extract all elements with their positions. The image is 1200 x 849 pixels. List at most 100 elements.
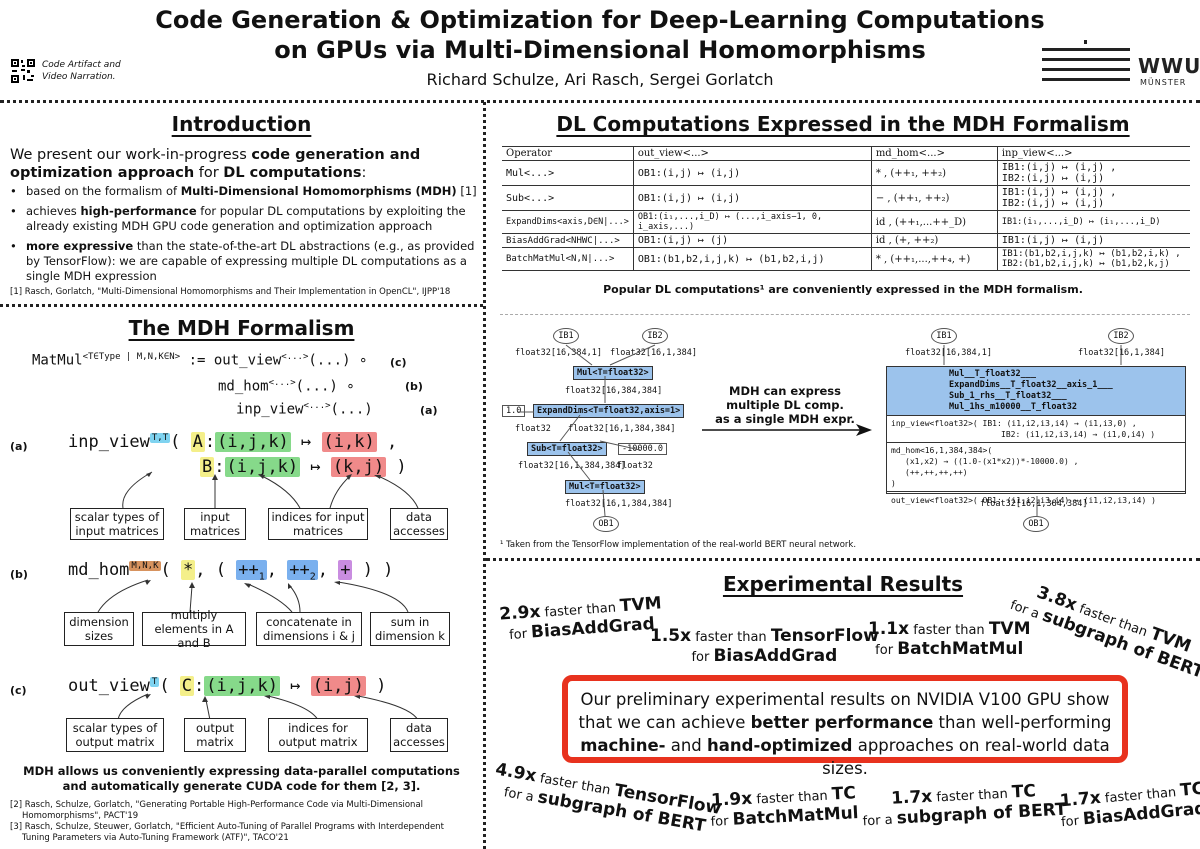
md-hom-formula: md_hom M,N,K( *, ( ++1, ++2, + ) ) [68, 560, 394, 583]
table-cell-out: OB1:(i,j) ↦ (i,j) [632, 160, 872, 186]
results-summary-line3: machine- and hand-optimized approaches o… [580, 736, 1110, 778]
table-header: md_hom<...> [870, 146, 998, 161]
result-7: 1.7x faster than TC for a subgraph of BE… [862, 781, 1068, 830]
exp-title: Experimental Results [722, 572, 964, 596]
label-box-c-2: output matrix [184, 718, 246, 752]
table-cell-hom: * , (++₁, ++₂) [870, 160, 998, 186]
table-cell-out: OB1:(i,j) ↦ (j) [632, 233, 872, 248]
graph-edges-left [518, 344, 656, 517]
matmul-def-line1: MatMul<T∈Type | M,N,K∈N> := out_view<...… [32, 352, 368, 369]
label-box-b-1: dimension sizes [64, 612, 134, 646]
graph-node-ob1: OB1 [593, 516, 619, 532]
label-c: (c) [10, 684, 27, 697]
intro-bullets: • based on the formalism of Multi-Dimensi… [10, 184, 478, 284]
table-cell-operator: Sub<...> [502, 185, 634, 211]
label-box-a-2: input matrices [184, 508, 246, 540]
label-a: (a) [10, 440, 28, 453]
graph-type-1: float32[16,384,1] [515, 348, 602, 358]
results-summary-line2: that we can achieve better performance t… [578, 713, 1112, 732]
intro-lead-bold2: DL computations [223, 165, 362, 181]
fused-node-header: Mul__T_float32___ ExpandDims__T_float32__… [887, 367, 1185, 416]
label-box-a-4: data accesses [390, 508, 448, 540]
arrows-c [117, 693, 419, 721]
fused-node: Mul__T_float32___ ExpandDims__T_float32__… [886, 366, 1186, 505]
table-cell-inp: IB1:(b1,b2,i,j,k) ↦ (b1,b2,i,k) , IB2:(b1… [996, 247, 1190, 271]
graph-type-right-1: float32[16,384,1] [905, 348, 992, 358]
graph-node-mul: Mul<T=float32> [573, 366, 653, 380]
table-cell-hom: * , (++₁,...,++₄, +) [870, 247, 998, 271]
reference-1: [1] Rasch, Gorlatch, "Multi-Dimensional … [10, 287, 451, 297]
qr-caption-2: Video Narration. [42, 72, 116, 82]
graph-node-expanddims: ExpandDims<T=float32,axis=1> [533, 404, 685, 418]
graph-type-2: float32[16,1,384] [610, 348, 697, 358]
intro-bullet-2: • achieves high-performance for popular D… [10, 204, 466, 233]
table-header: out_view<...> [632, 146, 872, 161]
label-a-top: (a) [420, 404, 438, 417]
intro-bullet-1: • based on the formalism of Multi-Dimensi… [10, 184, 477, 198]
result-1: 2.9x faster than TVM for BiasAddGrad [498, 593, 663, 644]
dl-dash-divider [500, 314, 1190, 315]
graph-node-ib2-right: IB2 [1108, 328, 1134, 344]
graph-type-8: float32[16,1,384,384] [565, 499, 673, 509]
inp-view-formula-2: B: (i,j,k) ↦ (k,j) ) [200, 457, 407, 477]
result-6: 1.9x faster than TC for BatchMatMul [710, 783, 860, 830]
arrows-b [97, 579, 409, 613]
poster-title-line2: on GPUs via Multi-Dimensional Homomorphi… [274, 36, 926, 64]
label-box-a-1: scalar types of input matrices [70, 508, 164, 540]
label-box-c-1: scalar types of output matrix [66, 718, 164, 752]
graph-node-ib1: IB1 [553, 328, 579, 344]
table-header: inp_view<...> [996, 146, 1190, 161]
graph-type-7: float32 [617, 461, 653, 471]
graph-node-ib2: IB2 [642, 328, 668, 344]
results-summary-line1: Our preliminary experimental results on … [580, 690, 1110, 709]
label-box-b-3: concatenate in dimensions i & j [256, 612, 362, 646]
graph-const-1: 1.0 [502, 405, 526, 417]
label-box-c-3: indices for output matrix [268, 718, 368, 752]
table-cell-out: OB1:(i₁,...,i_D) ↦ (...,i_axis−1, 0, i_a… [632, 210, 872, 234]
reference-2: [2] Rasch, Schulze, Gorlatch, "Generatin… [10, 800, 444, 843]
divider-left [0, 304, 483, 307]
qr-code-icon[interactable] [10, 58, 36, 84]
table-cell-hom: id , (+, ++₂) [870, 233, 998, 248]
express-arrow-text: MDH can express multiple DL comp. as a sin… [715, 384, 855, 426]
fused-out-view: out_view<float32>( OB1: (i1,i2,i3,i4) → … [891, 496, 1156, 505]
graph-edges-right [943, 345, 1122, 516]
graph-type-5: float32[16,1,384,384] [568, 424, 676, 434]
result-3: 1.1x faster than TVM for BatchMatMul [868, 619, 1031, 659]
arrows-a [122, 471, 419, 509]
graph-type-right-3: float32[16,1,384,384] [980, 499, 1088, 509]
divider-middle [483, 102, 486, 849]
table-row: Sub<...> OB1:(i,j) ↦ (i,j) − , (++₁, ++₂… [502, 185, 1190, 211]
university-logo: WWU MÜNSTER [1040, 38, 1200, 88]
qr-caption-1: Code Artifact and [42, 60, 121, 70]
table-cell-operator: BiasAddGrad<NHWC|...> [502, 233, 634, 248]
graph-node-sub: Sub<T=float32> [527, 442, 607, 456]
dl-title: DL Computations Expressed in the MDH For… [556, 112, 1130, 136]
graph-type-4: float32 [515, 424, 551, 434]
intro-lead: We present our work-in-progress code gen… [10, 146, 475, 182]
intro-lead-bold: code generation and optimization approac… [10, 147, 421, 181]
graph-node-mul-2: Mul<T=float32> [565, 480, 645, 494]
fused-inp-view: inp_view<float32>( IB1: (i1,i2,i3,i4) → … [887, 416, 1185, 443]
poster-title-line1: Code Generation & Optimization for Deep-… [155, 6, 1045, 34]
table-cell-hom: − , (++₁, ++₂) [870, 185, 998, 211]
table-cell-out: OB1:(b1,b2,i,j,k) ↦ (b1,b2,i,j) [632, 247, 872, 271]
table-row: BatchMatMul<N,N|...> OB1:(b1,b2,i,j,k) ↦… [502, 247, 1190, 271]
arrow-right-icon [702, 424, 872, 436]
table-row: BiasAddGrad<NHWC|...> OB1:(i,j) ↦ (j) id… [502, 233, 1190, 248]
inp-view-formula-1: inp_view T,T( A: (i,j,k) ↦ (i,k) , [68, 432, 398, 452]
label-box-b-4: sum in dimension k [370, 612, 450, 646]
logo-subtext: MÜNSTER [1140, 78, 1187, 87]
mdh-summary-1: MDH allows us conveniently expressing da… [23, 764, 460, 778]
authors: Richard Schulze, Ari Rasch, Sergei Gorla… [426, 70, 774, 89]
graph-type-3: float32[16,384,384] [565, 386, 663, 396]
table-cell-inp: IB1:(i,j) ↦ (i,j) [996, 233, 1190, 248]
table-cell-out: OB1:(i,j) ↦ (i,j) [632, 185, 872, 211]
intro-title: Introduction [171, 112, 312, 136]
label-box-c-4: data accesses [390, 718, 448, 752]
intro-bullet-3: • more expressive than the state-of-the-a… [10, 239, 475, 283]
mdh-operator-table: Operator out_view<...> md_hom<...> inp_v… [502, 146, 1190, 271]
label-c-top: (c) [390, 356, 407, 369]
intro-lead-text2: for [194, 165, 224, 181]
graph-const-2: -10000.0 [618, 443, 667, 455]
